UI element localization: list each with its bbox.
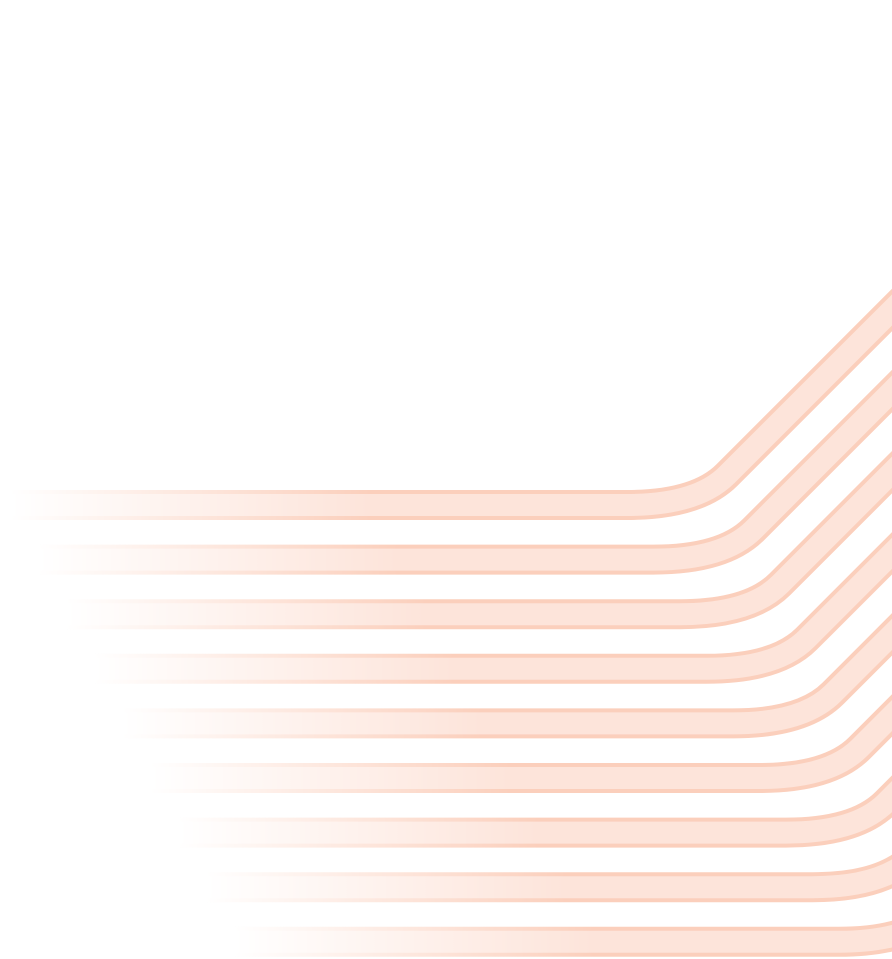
stripe-1 xyxy=(10,288,892,520)
stripe-fill xyxy=(150,699,892,789)
stripe-fill xyxy=(38,375,892,571)
stripe-8 xyxy=(206,854,892,903)
stripe-6 xyxy=(150,694,892,793)
stripe-3 xyxy=(66,450,892,630)
stripe-fill xyxy=(122,618,892,735)
stripe-fill xyxy=(66,456,892,626)
stripe-9 xyxy=(234,920,892,957)
stripe-5 xyxy=(122,613,892,739)
stripe-7 xyxy=(178,775,892,848)
stripe-fill xyxy=(10,294,892,516)
stripe-2 xyxy=(38,369,892,575)
stripe-edge xyxy=(234,920,892,957)
stripe-fill xyxy=(206,859,892,899)
stripe-4 xyxy=(94,532,892,684)
stripe-fill xyxy=(234,924,892,953)
stripe-fill xyxy=(94,537,892,680)
stripe-fill xyxy=(178,781,892,844)
